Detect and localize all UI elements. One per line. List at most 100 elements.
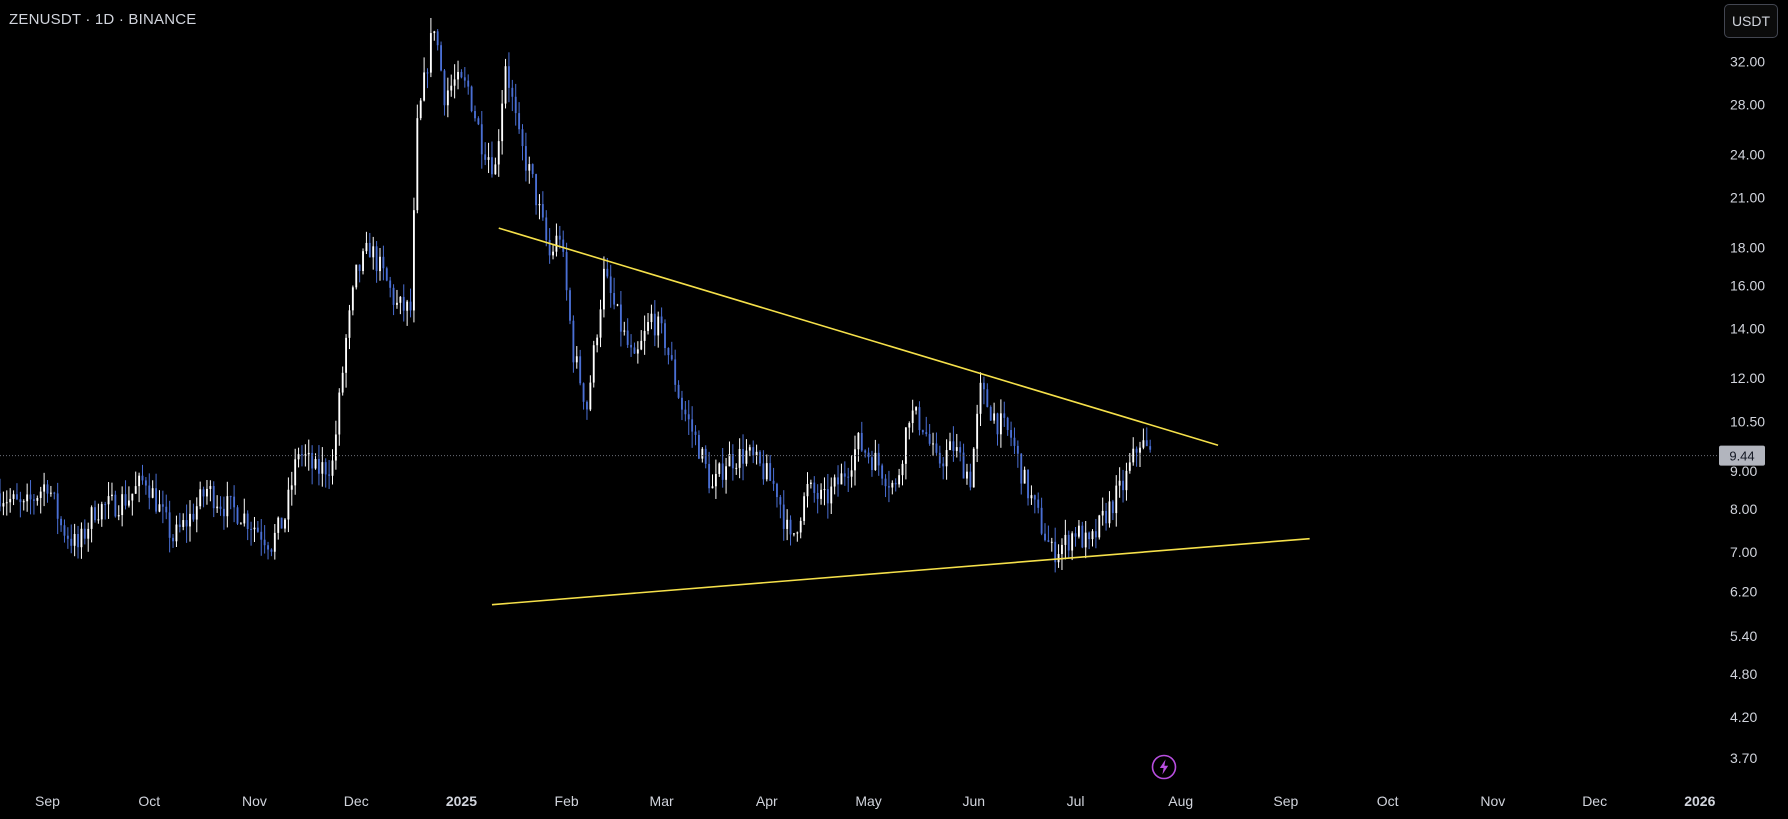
candle (938, 445, 941, 468)
time-tick-label: Dec (344, 793, 369, 809)
candle (148, 473, 151, 510)
candle (976, 404, 979, 463)
price-tick-label: 9.00 (1730, 463, 1757, 479)
time-axis[interactable]: Sep Oct Nov Dec 2025 Feb Mar Apr May Jun Jul Aug Sep… (35, 793, 1716, 809)
candle (1027, 469, 1029, 506)
candle (796, 531, 799, 542)
candle (765, 454, 768, 482)
candle (334, 420, 337, 470)
candle (813, 476, 816, 503)
candle (1101, 497, 1104, 526)
candle (1013, 427, 1016, 455)
candle (474, 105, 476, 122)
candle (39, 486, 42, 514)
candle (60, 516, 63, 532)
candle (742, 434, 744, 481)
candle (1105, 502, 1108, 531)
last-price-tag-bg (1719, 445, 1765, 466)
candle (1081, 521, 1084, 549)
candle (1084, 520, 1087, 559)
candle (284, 518, 286, 533)
price-tick-label: 32.00 (1730, 53, 1765, 69)
candle (969, 463, 972, 491)
candle (263, 525, 266, 554)
candle (1064, 519, 1067, 560)
candle (694, 425, 697, 446)
candle (304, 444, 307, 467)
candle (993, 402, 996, 424)
candle (989, 405, 992, 422)
candle (752, 440, 755, 464)
candle (1003, 401, 1006, 427)
symbol-title[interactable]: ZENUSDT · 1D · BINANCE (9, 11, 197, 28)
time-tick-label: May (855, 793, 881, 809)
ascending-support-trendline[interactable] (491, 537, 1310, 606)
candle (670, 341, 673, 361)
currency-button[interactable]: USDT (1724, 4, 1778, 38)
candle (144, 477, 147, 495)
candle (161, 490, 164, 524)
candle (158, 490, 161, 513)
candle (382, 245, 385, 281)
candle (945, 439, 948, 480)
candle (633, 342, 636, 355)
candle (701, 447, 704, 463)
candle (1047, 525, 1050, 543)
candle (32, 493, 35, 515)
candle (826, 473, 829, 519)
candle (786, 509, 789, 541)
candle (623, 321, 626, 336)
candle (5, 490, 8, 516)
candle (884, 474, 887, 498)
candle (569, 287, 571, 325)
candle (297, 447, 300, 468)
candle (952, 426, 955, 462)
candle (16, 483, 18, 501)
candle (725, 457, 728, 494)
candle (979, 372, 982, 427)
candle (504, 58, 507, 109)
candle (558, 225, 561, 249)
candle (1023, 466, 1026, 484)
candle (1128, 452, 1131, 474)
candle (921, 429, 924, 435)
candle (697, 430, 700, 460)
candle (650, 304, 653, 330)
candle (1108, 491, 1111, 528)
candle (1044, 523, 1046, 542)
candle (925, 416, 928, 437)
candle (2, 491, 5, 516)
price-axis[interactable]: 32.00 28.00 24.00 21.00 18.00 16.00 14.00 12.00… (1730, 53, 1765, 766)
candle (806, 472, 809, 508)
candle (840, 463, 843, 485)
candle (199, 481, 202, 510)
time-tick-label: Nov (1480, 793, 1505, 809)
candle (212, 481, 215, 518)
lightning-icon[interactable] (1151, 754, 1177, 780)
candle (528, 156, 531, 184)
candle (959, 441, 962, 462)
candle (294, 448, 297, 495)
candle (745, 439, 748, 467)
candle (453, 64, 456, 99)
candle (104, 501, 107, 520)
candle (962, 443, 965, 479)
candle (477, 116, 480, 126)
candle (524, 132, 527, 182)
candle (1016, 440, 1019, 468)
candle (507, 52, 510, 103)
candle (613, 277, 616, 310)
candle (803, 492, 806, 525)
candle (545, 210, 548, 247)
candle (915, 406, 918, 415)
candle (331, 449, 334, 485)
candle (755, 444, 758, 465)
candle (209, 480, 212, 502)
candle (762, 450, 765, 485)
candle (423, 57, 426, 102)
descending-resistance-trendline[interactable] (498, 227, 1219, 446)
candle (443, 68, 446, 116)
candle (1088, 531, 1091, 550)
candle (0, 478, 1, 512)
